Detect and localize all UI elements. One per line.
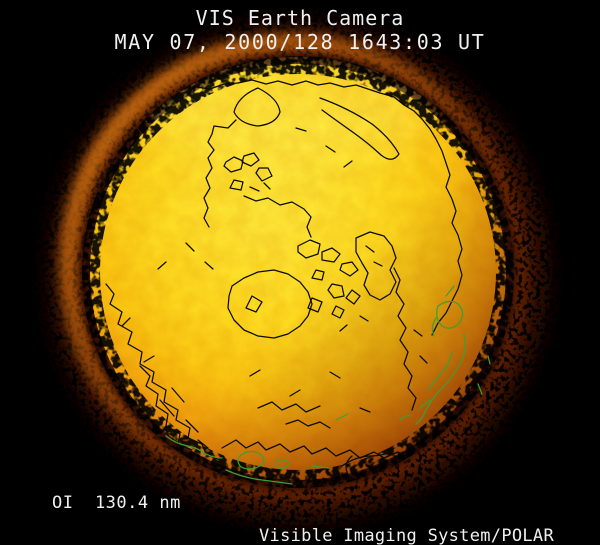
limb-noise	[82, 56, 514, 488]
coastline-japan-kamchatka	[399, 285, 491, 425]
coastline-greenland	[355, 231, 397, 301]
wavelength-label: OI 130.4 nm	[52, 493, 181, 513]
coastline-hudson-bottom	[221, 369, 421, 481]
credit-block: Visible Imaging System/POLAR The Univers…	[217, 491, 554, 545]
coastline-na-west-coast	[105, 283, 221, 461]
credit-line-1: Visible Imaging System/POLAR	[259, 526, 554, 545]
coastline-overlay-green	[165, 285, 491, 485]
limb-glow	[59, 33, 525, 499]
coastline-overlay-dark	[99, 79, 463, 481]
coastline-bering-bay	[203, 87, 312, 238]
coastline-curve-upper-right	[319, 97, 400, 160]
coastline-archipelago	[297, 239, 369, 332]
coastline-right-meridian	[393, 267, 428, 411]
coastline-victoria-island	[157, 242, 313, 339]
image-title: VIS Earth Camera	[195, 6, 405, 30]
coastline-aleutians	[165, 413, 349, 485]
coastline-arctic-islands	[223, 127, 353, 192]
surface-mottle	[90, 64, 506, 480]
image-timestamp: MAY 07, 2000/128 1643:03 UT	[114, 30, 486, 54]
